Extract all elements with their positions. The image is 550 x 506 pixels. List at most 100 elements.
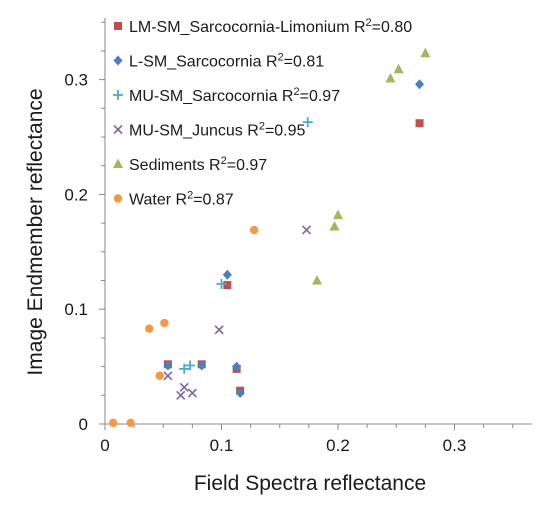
legend-r2-value: =0.97 [227, 157, 268, 174]
legend-r2-value: =0.95 [265, 123, 306, 140]
series-4 [312, 47, 431, 285]
data-point [301, 225, 312, 235]
y-tick-label: 0 [79, 415, 88, 434]
data-point [185, 360, 196, 371]
data-point [216, 278, 227, 289]
x-tick-label: 0 [100, 436, 109, 455]
data-point [176, 390, 186, 400]
circle-marker [249, 225, 259, 235]
legend-marker [113, 90, 123, 100]
legend-label: Water R2=0.87 [129, 190, 234, 209]
data-point [126, 418, 135, 428]
triangle-marker [385, 72, 396, 83]
data-point [385, 72, 396, 83]
x-marker-b [163, 371, 173, 381]
circle-marker [126, 418, 135, 428]
x-marker-b [113, 124, 123, 135]
legend-series-name: L-SM_Sarcocornia R [129, 54, 278, 71]
data-point [179, 363, 190, 374]
circle-marker [113, 194, 123, 203]
diamond-marker [163, 360, 173, 371]
circle-marker [145, 324, 154, 333]
legend-item: Sediments R2=0.97 [113, 155, 267, 174]
legend-superscript: 2 [278, 52, 284, 64]
square-marker [223, 281, 232, 290]
legend-marker [113, 158, 123, 168]
data-point [333, 209, 343, 220]
x-marker-b [176, 390, 186, 400]
x-axis-title: Field Spectra reflectance [194, 472, 426, 495]
legend-marker [113, 124, 123, 135]
triangle-marker [312, 275, 323, 285]
legend-r2-value: =0.87 [193, 192, 234, 209]
data-point [420, 47, 431, 58]
legend-superscript: 2 [293, 86, 299, 98]
triangle-marker [393, 63, 404, 74]
legend-series-name: MU-SM_Juncus R [129, 123, 259, 140]
legend-label: LM-SM_Sarcocornia-Limonium R2=0.80 [129, 17, 412, 36]
legend-series-name: MU-SM_Sarcocornia R [129, 88, 293, 105]
legend-label: MU-SM_Juncus R2=0.95 [129, 121, 306, 140]
axes [104, 18, 532, 425]
series-3 [163, 225, 312, 400]
y-tick-label: 0.3 [64, 71, 88, 90]
x-marker-b [187, 388, 197, 398]
x-tick-label: 0.2 [326, 436, 350, 455]
y-tick-label: 0.1 [64, 300, 88, 319]
circle-marker [108, 418, 118, 428]
diamond-marker [415, 79, 425, 90]
data-point [155, 371, 164, 380]
data-point [415, 79, 425, 90]
legend-superscript: 2 [259, 121, 265, 133]
legend-marker [113, 55, 123, 66]
data-point [187, 388, 197, 398]
data-point [223, 281, 232, 290]
tick-marks [99, 21, 514, 430]
diamond-marker [197, 360, 207, 371]
square-marker [415, 119, 424, 128]
y-axis-title: Image Endmember reflectance [24, 88, 47, 375]
diamond-marker [232, 361, 242, 372]
legend-item: LM-SM_Sarcocornia-Limonium R2=0.80 [114, 17, 412, 36]
data-point [232, 361, 242, 372]
triangle-marker [329, 221, 340, 231]
legend-label: Sediments R2=0.97 [129, 155, 267, 174]
data-point [163, 371, 173, 381]
legend-superscript: 2 [221, 155, 227, 167]
y-tick-label: 0.2 [64, 185, 88, 204]
data-points [108, 47, 431, 428]
legend-superscript: 2 [366, 17, 372, 29]
data-point [302, 117, 313, 128]
data-point [160, 318, 169, 328]
legend-item: Water R2=0.87 [113, 190, 234, 209]
x-marker-b [179, 382, 189, 392]
series-2 [179, 117, 313, 374]
series-1 [163, 79, 425, 399]
legend-marker [114, 22, 122, 30]
data-point [235, 388, 245, 399]
triangle-marker [420, 47, 431, 58]
data-point [179, 382, 189, 392]
circle-marker [160, 318, 169, 328]
tick-labels: 0 0.1 0.2 0.3 0 0.1 0.2 0.3 [64, 71, 466, 455]
legend-r2-value: =0.81 [284, 54, 325, 71]
legend-series-name: Sediments R [129, 157, 221, 174]
data-point [145, 324, 154, 333]
series-5 [108, 225, 259, 428]
legend-label: MU-SM_Sarcocornia R2=0.97 [129, 86, 340, 105]
legend-series-name: Water R [129, 192, 187, 209]
legend-item: L-SM_Sarcocornia R2=0.81 [113, 52, 325, 71]
data-point [249, 225, 259, 235]
diamond-marker [113, 55, 123, 66]
x-tick-label: 0.1 [210, 436, 234, 455]
legend: LM-SM_Sarcocornia-Limonium R2=0.80 L-SM_S… [113, 17, 412, 209]
data-point [222, 269, 232, 280]
x-tick-label: 0.3 [443, 436, 467, 455]
data-point [197, 360, 207, 371]
legend-item: MU-SM_Sarcocornia R2=0.97 [113, 86, 340, 105]
data-point [329, 221, 340, 231]
diamond-marker [235, 388, 245, 399]
data-point [108, 418, 118, 428]
legend-marker [113, 194, 123, 203]
